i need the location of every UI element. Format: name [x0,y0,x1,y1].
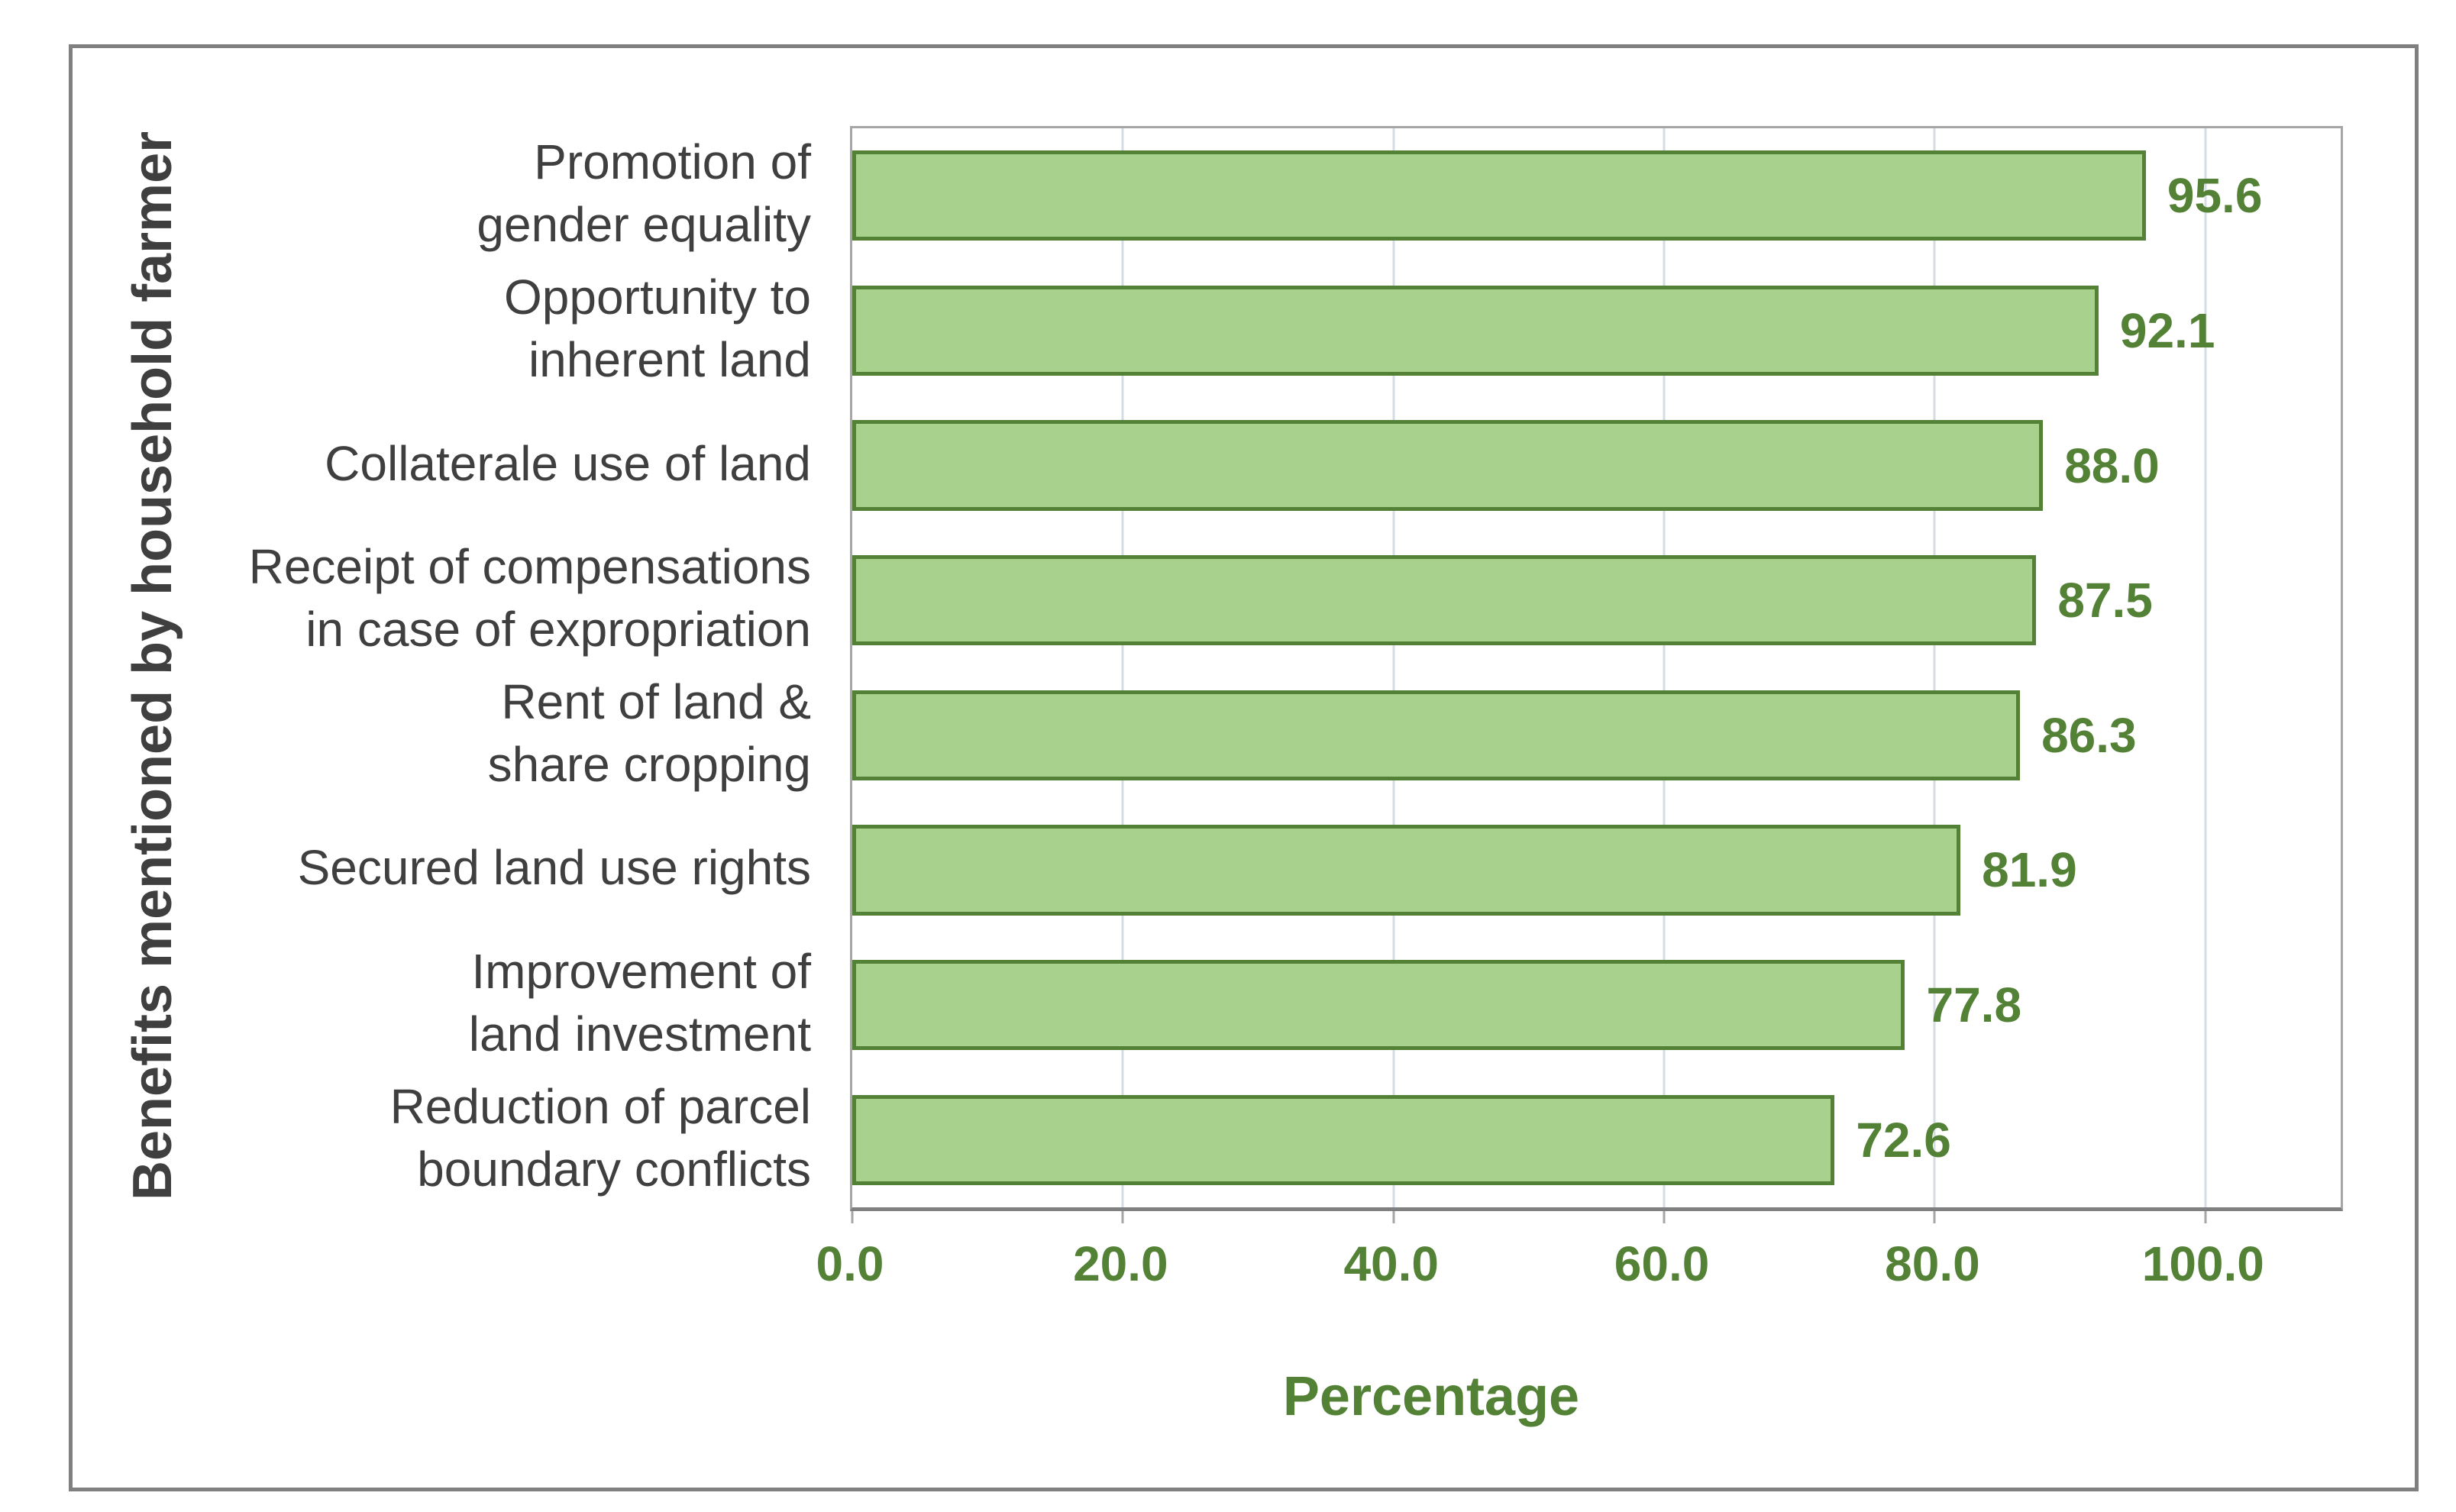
bar-value-label: 95.6 [2167,168,2263,224]
x-tick-label-100: 100.0 [2141,1236,2264,1291]
bar-value-label: 86.3 [2041,707,2137,763]
bar-row: 87.5 [852,533,2341,668]
gridline-x-20 [1121,128,1124,1207]
bar [852,1094,1835,1185]
category-label: Secured land use rights [297,840,811,896]
bar-value-label: 88.0 [2064,438,2160,493]
bar-row: 86.3 [852,668,2341,803]
category-label: Improvement of land investment [468,944,811,1062]
category-label: Reduction of parcel boundary conflicts [389,1078,811,1197]
bar-value-label: 87.5 [2057,573,2153,628]
x-tick-mark-0 [851,1211,854,1223]
plot-area: 95.6 92.1 88.0 87.5 86.3 81.9 77.8 72.6 [850,126,2343,1223]
bar-row: 81.9 [852,803,2341,938]
bar [852,555,2037,646]
x-tick-label-0: 0.0 [816,1236,884,1291]
gridline-x-100 [2204,128,2207,1207]
x-tick-label-60: 60.0 [1614,1236,1710,1291]
bar [852,825,1961,916]
bar [852,959,1905,1051]
bar [852,690,2021,780]
x-tick-label-40: 40.0 [1343,1236,1439,1291]
x-axis-title: Percentage [1282,1366,1580,1427]
gridline-x-60 [1663,128,1666,1207]
category-labels: Promotion of gender equality Opportunity … [73,126,831,1205]
x-tick-mark-40 [1392,1211,1395,1223]
bar [852,150,2146,241]
x-tick-label-20: 20.0 [1073,1236,1168,1291]
x-tick-label-80: 80.0 [1885,1236,1980,1291]
bar-row: 72.6 [852,1072,2341,1207]
bar-row: 92.1 [852,263,2341,399]
x-tick-mark-100 [2204,1211,2207,1223]
bar-row: 88.0 [852,398,2341,533]
gridline-x-40 [1392,128,1395,1207]
bar-value-label: 81.9 [1982,842,2077,898]
category-label: Opportunity to inherent land [504,269,811,387]
bar [852,285,2099,376]
gridline-x-80 [1933,128,1936,1207]
x-axis-ticks: 0.0 20.0 40.0 60.0 80.0 100.0 [816,1236,2338,1308]
category-label: Collaterale use of land [325,435,811,491]
x-tick-mark-80 [1933,1211,1936,1223]
chart-figure: Benefits mentioned by household farmer P… [69,44,2419,1491]
x-tick-mark-20 [1121,1211,1124,1223]
bar-row: 95.6 [852,128,2341,263]
bar [852,420,2044,511]
x-tick-mark-60 [1663,1211,1666,1223]
bar-value-label: 92.1 [2119,302,2215,358]
category-label: Promotion of gender equality [477,134,811,253]
bar-value-label: 77.8 [1926,977,2022,1033]
category-label: Rent of land & share cropping [487,674,811,792]
category-label: Receipt of compensations in case of expr… [248,539,811,657]
bar-value-label: 72.6 [1856,1112,1951,1168]
bar-row: 77.8 [852,938,2341,1073]
